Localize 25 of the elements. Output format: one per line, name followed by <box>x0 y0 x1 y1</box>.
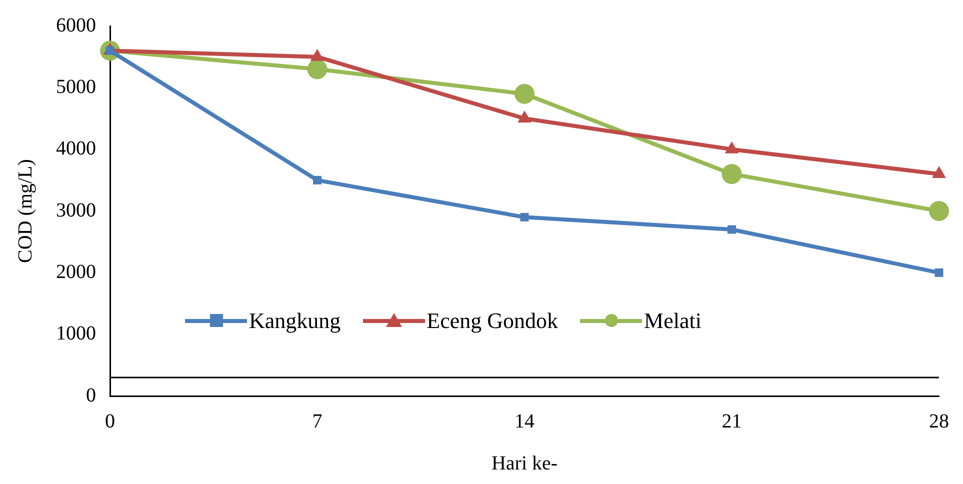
point <box>307 59 328 80</box>
y-tick-label: 5000 <box>56 76 96 98</box>
y-tick-label: 4000 <box>56 138 96 160</box>
x-tick-label: 14 <box>514 410 534 432</box>
x-axis-title: Hari ke- <box>491 452 558 474</box>
point <box>313 176 322 184</box>
y-tick-label: 6000 <box>56 14 96 36</box>
y-tick-label: 1000 <box>56 322 96 345</box>
point <box>520 212 529 222</box>
point <box>514 84 534 104</box>
point <box>934 268 944 277</box>
y-tick-label: 2000 <box>56 260 96 283</box>
legend-label: Melati <box>644 308 702 334</box>
point <box>929 201 949 221</box>
x-tick-label: 28 <box>929 410 949 432</box>
legend-label: Kangkung <box>249 308 341 334</box>
point <box>728 225 736 234</box>
x-tick-label: 7 <box>312 410 322 432</box>
x-tick-label: 21 <box>722 410 742 432</box>
x-tick-label: 0 <box>105 410 115 432</box>
y-axis-title: COD (mg/L) <box>14 159 36 263</box>
legend-label: Eceng Gondok <box>426 308 558 334</box>
y-tick-label: 3000 <box>56 199 96 222</box>
y-tick-label: 0 <box>86 384 96 406</box>
point <box>722 164 742 184</box>
